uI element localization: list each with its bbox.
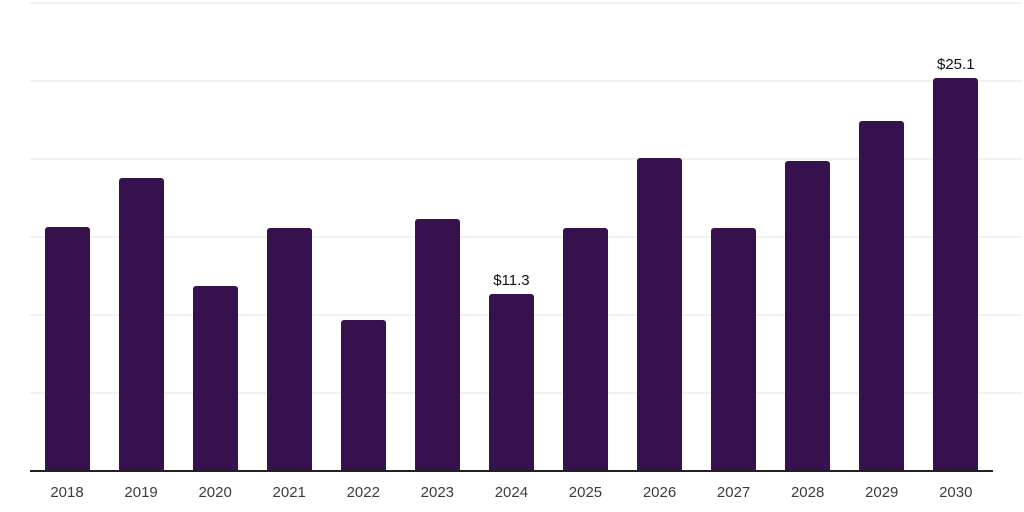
bar-slot-2022	[326, 320, 400, 470]
bar-slot-2023	[400, 219, 474, 470]
bar-2019	[118, 178, 164, 470]
x-tick-2023: 2023	[420, 484, 455, 501]
bar-slot-2026	[623, 158, 697, 470]
bar-2023	[414, 219, 460, 470]
x-tick-2026: 2026	[642, 484, 677, 501]
x-tick-2021: 2021	[272, 484, 306, 501]
bar-2029	[859, 121, 905, 470]
bar-2021	[266, 228, 312, 470]
bar-2018	[44, 227, 90, 470]
bar-2030	[933, 78, 979, 470]
bar-slot-2021	[252, 228, 326, 470]
bar-2024	[488, 294, 534, 470]
x-tick-2029: 2029	[865, 484, 899, 501]
bar-slot-2019	[104, 178, 178, 470]
x-axis: 2018 2019 2020 2021 2022 2023 2024 2025 2026 2027…	[30, 484, 993, 502]
bar-2025	[562, 228, 608, 470]
bar-2020	[192, 286, 238, 470]
bar-slot-2020	[178, 286, 252, 470]
plot-area: $11.3 $25.1	[30, 2, 993, 472]
bar-slot-2025	[548, 228, 622, 470]
x-tick-2022: 2022	[346, 484, 380, 501]
bar-slot-2029	[845, 121, 919, 470]
x-tick-2024: 2024	[494, 484, 529, 501]
bar-slot-2030: $25.1	[919, 56, 993, 470]
x-tick-2027: 2027	[716, 484, 751, 501]
bar-slot-2027	[697, 228, 771, 470]
x-tick-2028: 2028	[790, 484, 825, 501]
value-label-2030: $25.1	[937, 56, 975, 73]
bar-2026	[637, 158, 683, 470]
bar-2027	[711, 228, 757, 470]
bar-2022	[340, 320, 386, 470]
x-tick-2025: 2025	[568, 484, 603, 501]
bar-slot-2028	[771, 161, 845, 470]
x-tick-2018: 2018	[50, 484, 84, 501]
value-label-2024: $11.3	[493, 272, 530, 289]
bar-slot-2024: $11.3	[474, 272, 548, 470]
x-tick-2030: 2030	[939, 484, 973, 501]
x-tick-2019: 2019	[124, 484, 158, 501]
bar-slot-2018	[30, 227, 104, 470]
bar-2028	[785, 161, 831, 470]
x-tick-2020: 2020	[198, 484, 232, 501]
